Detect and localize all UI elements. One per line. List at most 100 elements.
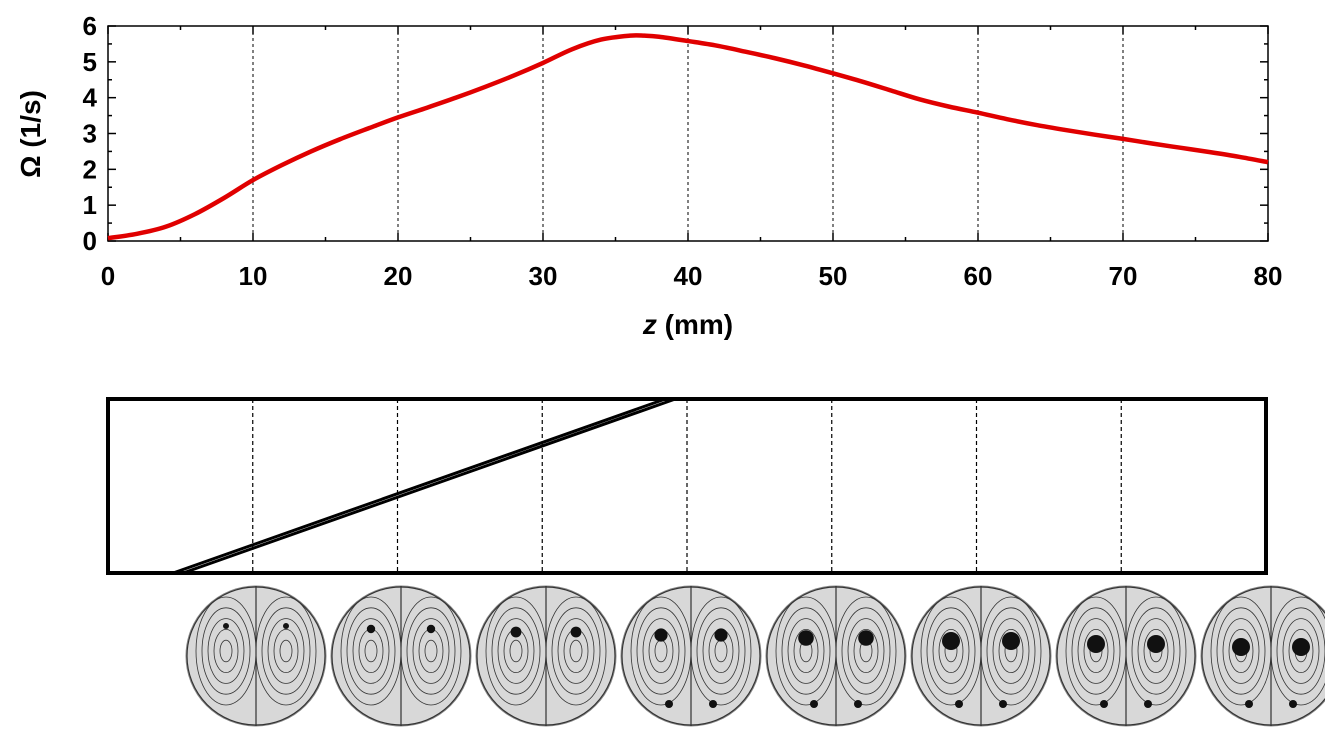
vortex-core: [426, 624, 436, 634]
x-axis-label: z (mm): [642, 309, 733, 340]
streamline: [1125, 596, 1187, 706]
streamline: [853, 629, 879, 674]
vortex-core: [283, 623, 289, 629]
streamline: [267, 618, 305, 684]
streamline: [998, 629, 1024, 674]
streamline: [201, 607, 251, 695]
streamline: [346, 607, 396, 695]
streamline: [1071, 607, 1121, 695]
vortex-core: [510, 626, 522, 638]
streamline: [932, 618, 970, 684]
flow-disk-outline: [766, 586, 906, 726]
flow-disk-outline: [186, 586, 326, 726]
streamline: [1276, 607, 1325, 695]
streamline: [255, 596, 317, 706]
channel-schematic: [106, 397, 1268, 575]
vortex-core: [1147, 635, 1165, 653]
vortex-core: [1232, 638, 1250, 656]
vortex-core: [709, 700, 717, 708]
data-series: [107, 33, 1269, 241]
vortex-core: [1100, 700, 1108, 708]
vortex-core: [999, 700, 1007, 708]
x-tick-label: 70: [1109, 261, 1138, 291]
streamline: [642, 618, 680, 684]
vortex-core: [1292, 638, 1310, 656]
flow-disk-outline: [911, 586, 1051, 726]
flow-image: [765, 585, 907, 727]
x-tick-label: 30: [529, 261, 558, 291]
vortex-core: [570, 626, 582, 638]
tick-marks: [107, 25, 1269, 242]
y-tick-label: 4: [83, 83, 98, 113]
streamline: [986, 607, 1036, 695]
streamline: [1077, 618, 1115, 684]
y-tick-label: 3: [83, 119, 97, 149]
x-tick-label: 50: [819, 261, 848, 291]
streamline: [213, 629, 239, 674]
tilted-wall-line-1: [172, 397, 666, 575]
flow-disk-outline: [476, 586, 616, 726]
flow-disk-outline: [1056, 586, 1196, 726]
x-tick-label: 60: [964, 261, 993, 291]
streamline: [1228, 629, 1254, 674]
vortex-core: [955, 700, 963, 708]
streamline: [557, 618, 595, 684]
streamline: [926, 607, 976, 695]
streamline: [424, 639, 438, 663]
streamline: [781, 607, 831, 695]
vortex-core: [942, 632, 960, 650]
streamline: [1270, 596, 1325, 706]
flow-disk-outline: [331, 586, 471, 726]
y-tick-label: 0: [83, 226, 97, 256]
flow-image: [185, 585, 327, 727]
streamline: [509, 639, 523, 663]
y-tick-label: 6: [83, 11, 97, 41]
x-tick-label: 20: [384, 261, 413, 291]
vortex-core: [1144, 700, 1152, 708]
streamline: [273, 629, 299, 674]
streamline: [1288, 629, 1314, 674]
vortex-core: [1245, 700, 1253, 708]
flow-disk-outline: [1201, 586, 1325, 726]
x-tick-label: 80: [1254, 261, 1283, 291]
flow-image: [620, 585, 762, 727]
streamline: [1131, 607, 1181, 695]
streamline: [702, 618, 740, 684]
streamline: [793, 629, 819, 674]
streamline: [1143, 629, 1169, 674]
streamline: [551, 607, 601, 695]
streamline: [690, 596, 752, 706]
streamline: [696, 607, 746, 695]
streamline: [980, 596, 1042, 706]
streamline: [787, 618, 825, 684]
streamline: [841, 607, 891, 695]
streamline: [406, 607, 456, 695]
tilted-wall-line-2: [182, 397, 676, 575]
x-tick-labels: 0 10 20 30 40 50 60 70 80: [101, 261, 1283, 291]
flow-image: [330, 585, 472, 727]
vortex-core: [1002, 632, 1020, 650]
streamline: [412, 618, 450, 684]
plot-area: [107, 25, 1269, 242]
vortex-core: [223, 623, 229, 629]
x-axis-label-var: z: [642, 309, 657, 340]
y-axis-label: Ω (1/s): [15, 90, 46, 178]
y-tick-labels: 0 1 2 3 4 5 6: [83, 11, 98, 256]
streamline: [279, 639, 293, 663]
vertical-gridlines: [252, 26, 1124, 241]
streamline: [847, 618, 885, 684]
vortex-core: [854, 700, 862, 708]
streamline: [491, 607, 541, 695]
y-tick-label: 1: [83, 190, 97, 220]
flow-images: [185, 585, 1325, 727]
streamline: [364, 639, 378, 663]
vortex-core: [858, 630, 874, 646]
streamline: [992, 618, 1030, 684]
flow-image: [1200, 585, 1325, 727]
streamline: [219, 639, 233, 663]
y-tick-label: 2: [83, 154, 97, 184]
streamline: [1282, 618, 1320, 684]
x-tick-label: 40: [674, 261, 703, 291]
flow-image: [475, 585, 617, 727]
